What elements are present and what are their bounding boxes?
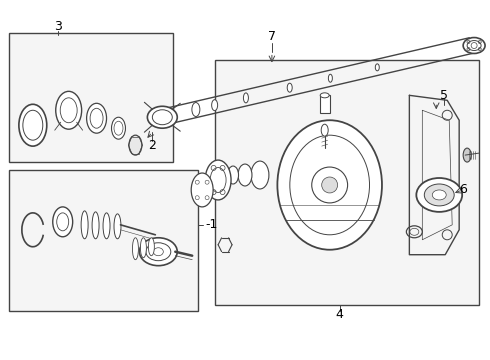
Circle shape: [205, 196, 209, 200]
Ellipse shape: [463, 37, 485, 54]
Ellipse shape: [60, 98, 77, 123]
Ellipse shape: [81, 211, 88, 239]
Ellipse shape: [463, 148, 471, 162]
Bar: [319, 95, 330, 113]
Bar: [215, 60, 479, 305]
Ellipse shape: [132, 238, 138, 260]
Ellipse shape: [244, 93, 248, 103]
Bar: [9, 32, 173, 162]
Ellipse shape: [287, 83, 292, 92]
Ellipse shape: [424, 184, 454, 206]
Ellipse shape: [57, 213, 69, 231]
Ellipse shape: [191, 173, 213, 207]
Ellipse shape: [238, 164, 252, 186]
Circle shape: [195, 180, 199, 184]
Ellipse shape: [212, 100, 218, 111]
Text: 4: 4: [336, 308, 343, 321]
Ellipse shape: [320, 93, 329, 98]
Text: 3: 3: [54, 20, 62, 33]
Ellipse shape: [92, 212, 99, 239]
Ellipse shape: [277, 120, 382, 250]
Text: 7: 7: [268, 30, 276, 43]
Ellipse shape: [251, 161, 269, 189]
Ellipse shape: [56, 91, 82, 129]
Text: 5: 5: [440, 89, 448, 102]
Ellipse shape: [192, 103, 200, 117]
Ellipse shape: [432, 190, 446, 200]
Text: 2: 2: [148, 139, 156, 152]
Ellipse shape: [205, 160, 231, 200]
Ellipse shape: [87, 103, 106, 133]
Circle shape: [322, 177, 338, 193]
Ellipse shape: [53, 207, 73, 237]
Ellipse shape: [140, 238, 177, 266]
Ellipse shape: [19, 104, 47, 146]
Ellipse shape: [416, 178, 462, 212]
Ellipse shape: [147, 106, 177, 128]
Ellipse shape: [321, 124, 328, 136]
Ellipse shape: [114, 214, 121, 239]
Ellipse shape: [328, 74, 332, 82]
Ellipse shape: [141, 238, 147, 258]
Text: 6: 6: [459, 184, 467, 197]
Circle shape: [195, 196, 199, 200]
Ellipse shape: [103, 213, 110, 239]
Ellipse shape: [90, 108, 103, 128]
Ellipse shape: [114, 121, 123, 135]
Ellipse shape: [129, 135, 142, 155]
Ellipse shape: [148, 238, 154, 256]
Text: -1: -1: [205, 218, 218, 231]
Ellipse shape: [112, 117, 125, 139]
Ellipse shape: [23, 110, 43, 140]
Ellipse shape: [210, 167, 226, 193]
Circle shape: [205, 180, 209, 184]
Bar: [9, 170, 198, 311]
Ellipse shape: [375, 64, 379, 71]
Ellipse shape: [227, 166, 239, 184]
